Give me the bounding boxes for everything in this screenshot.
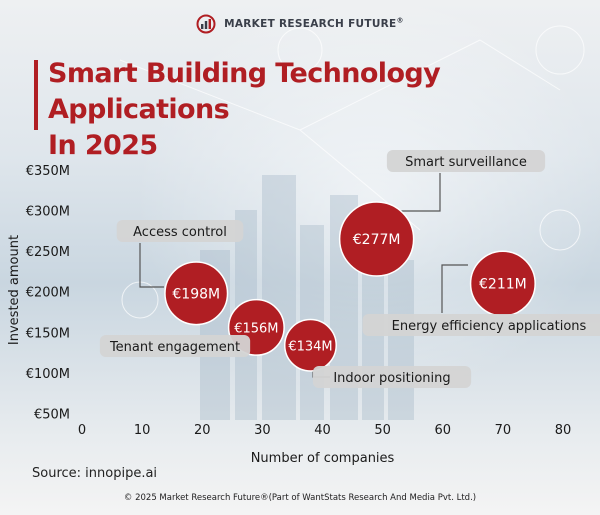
x-tick-label: 10 (134, 423, 151, 438)
x-axis-title: Number of companies (251, 451, 395, 466)
x-tick-label: 50 (374, 423, 391, 438)
brand-name: MARKET RESEARCH FUTURE (224, 18, 397, 30)
callout-label: Tenant engagement (109, 340, 240, 355)
bubble-value-label: €134M (288, 339, 332, 354)
bubble-value-label: €156M (234, 321, 278, 336)
x-tick-label: 40 (314, 423, 331, 438)
x-tick-label: 30 (254, 423, 271, 438)
callout-label: Access control (133, 225, 227, 240)
bubble-value-label: €211M (479, 277, 527, 293)
copyright-note: © 2025 Market Research Future®(Part of W… (123, 493, 477, 503)
x-tick-label: 0 (78, 423, 86, 438)
callout-box (116, 220, 244, 242)
bubble-value-label: €198M (172, 286, 220, 302)
x-tick-label: 70 (495, 423, 512, 438)
y-tick-label: €200M (26, 286, 70, 301)
callout-box (312, 366, 472, 388)
y-axis-title: Invested amount (7, 235, 22, 345)
brand-logo-icon (196, 14, 216, 34)
brand-registered-mark: ® (396, 16, 404, 25)
callout-connector (139, 243, 164, 288)
x-tick-label: 60 (434, 423, 451, 438)
bubble (283, 318, 337, 372)
y-tick-label: €350M (26, 164, 70, 179)
brand-header: MARKET RESEARCH FUTURE® (0, 14, 600, 34)
y-tick-label: €150M (26, 326, 70, 341)
page-title-line-2: In 2025 (48, 130, 158, 161)
bubble-value-label: €277M (353, 232, 401, 248)
x-tick-label: 20 (194, 423, 211, 438)
callout-label: Smart surveillance (405, 155, 527, 170)
callout-connector (398, 173, 441, 212)
callout-box (386, 150, 546, 172)
callout-box (362, 314, 600, 336)
page-title: Smart Building Technology Applications I… (48, 56, 588, 164)
source-note: Source: innopipe.ai (32, 466, 158, 481)
bubble (338, 201, 415, 277)
callout-label: Indoor positioning (333, 371, 450, 386)
page-title-line-1: Smart Building Technology Applications (48, 58, 441, 125)
callout-box (99, 335, 251, 357)
y-tick-label: €300M (26, 205, 70, 220)
y-tick-label: €250M (26, 245, 70, 260)
title-accent-bar (34, 60, 38, 130)
y-tick-label: €50M (34, 407, 70, 422)
bubble (164, 261, 229, 326)
x-tick-label: 80 (555, 423, 572, 438)
callout-connector (441, 264, 468, 313)
callout-label: Energy efficiency applications (392, 319, 587, 334)
y-tick-label: €100M (26, 367, 70, 382)
